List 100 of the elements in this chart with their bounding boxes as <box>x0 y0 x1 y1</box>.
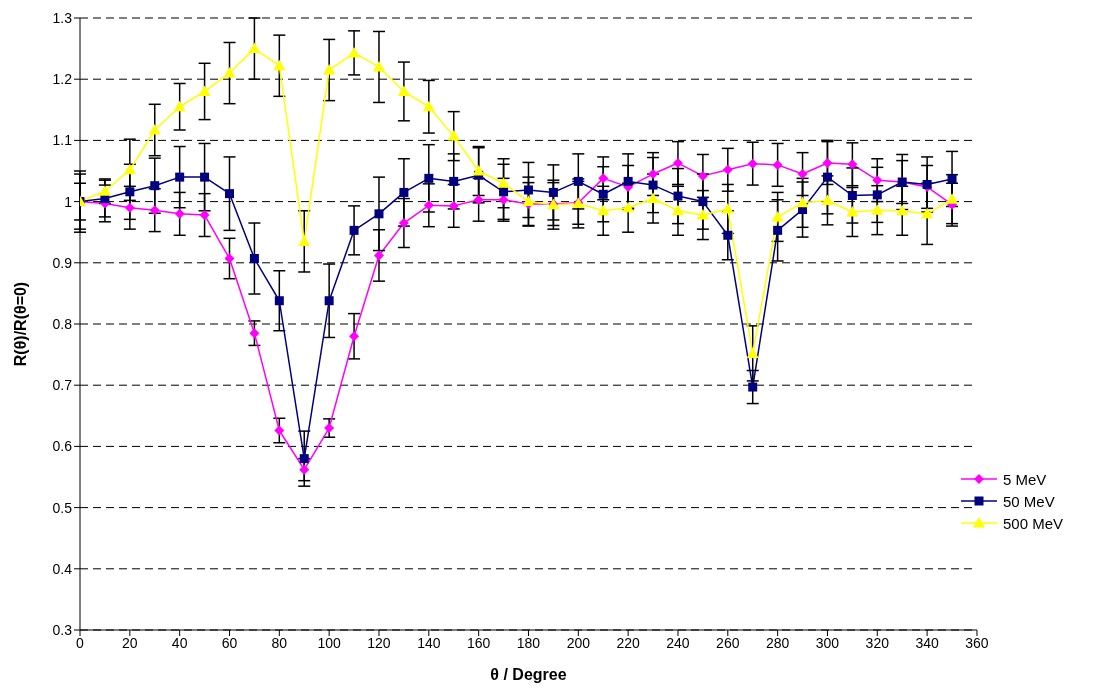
point <box>223 67 236 78</box>
point <box>125 187 135 197</box>
y-tick-label: 1.3 <box>52 9 73 26</box>
point <box>648 169 659 180</box>
point <box>249 328 260 339</box>
point <box>548 187 558 197</box>
point <box>946 193 959 204</box>
point <box>399 187 409 197</box>
y-tick-label: 0.7 <box>52 377 73 394</box>
point <box>746 347 759 358</box>
point <box>373 250 384 261</box>
y-tick-label: 1.1 <box>52 132 73 149</box>
y-tick-label: 1 <box>64 193 73 210</box>
point <box>324 423 335 434</box>
x-tick-label: 160 <box>466 634 491 651</box>
point <box>150 181 160 191</box>
x-tick-label: 240 <box>666 634 690 651</box>
y-tick-label: 0.4 <box>52 560 73 577</box>
point <box>772 159 783 170</box>
point <box>274 296 284 306</box>
point <box>797 169 808 180</box>
point <box>748 382 758 392</box>
x-tick-label: 0 <box>76 634 85 651</box>
point <box>497 177 510 188</box>
point <box>747 158 758 169</box>
point <box>673 191 683 201</box>
point <box>847 190 857 200</box>
point <box>447 130 460 141</box>
point <box>173 100 186 112</box>
point <box>199 210 210 221</box>
x-tick-label: 20 <box>122 634 138 651</box>
point <box>274 425 285 436</box>
point <box>796 196 809 208</box>
legend-label: 5 MeV <box>1002 470 1047 488</box>
y-tick-label: 1.2 <box>52 71 73 88</box>
x-tick-label: 360 <box>965 634 989 651</box>
point <box>349 225 359 235</box>
point <box>423 200 434 211</box>
point <box>224 253 235 264</box>
point <box>298 235 311 246</box>
point <box>648 180 658 190</box>
x-tick-label: 40 <box>171 634 188 651</box>
y-axis-title: R(θ)/R(θ=0) <box>11 281 29 367</box>
point <box>98 185 111 196</box>
point <box>872 190 882 200</box>
point <box>224 189 234 199</box>
y-tick-label: 0.3 <box>52 621 73 638</box>
point <box>124 202 135 213</box>
point <box>822 158 833 169</box>
y-tick-label: 0.5 <box>52 499 73 516</box>
x-tick-label: 120 <box>367 634 391 651</box>
point <box>623 176 633 186</box>
point <box>947 174 957 184</box>
x-tick-label: 140 <box>417 634 441 651</box>
x-tick-label: 320 <box>865 634 890 651</box>
x-tick-label: 180 <box>516 634 541 651</box>
point <box>896 204 909 216</box>
point <box>200 172 210 182</box>
y-tick-label: 0.6 <box>52 438 73 455</box>
x-tick-label: 280 <box>765 634 790 651</box>
point <box>723 230 733 240</box>
x-tick-label: 220 <box>616 634 641 651</box>
legend-label: 50 MeV <box>1002 492 1055 510</box>
point <box>324 296 334 306</box>
x-tick-label: 340 <box>915 634 940 651</box>
point <box>374 209 384 219</box>
point <box>299 464 310 475</box>
point <box>622 201 635 213</box>
point <box>871 204 884 215</box>
point <box>847 159 858 170</box>
point <box>398 218 409 229</box>
point <box>597 204 610 216</box>
point <box>174 208 185 219</box>
x-tick-label: 100 <box>317 634 342 651</box>
point <box>672 158 683 169</box>
point <box>821 194 834 205</box>
point <box>721 202 734 214</box>
x-axis-title: θ / Degree <box>490 666 567 683</box>
point <box>449 176 459 186</box>
point <box>148 124 161 135</box>
point <box>671 204 684 216</box>
point <box>123 163 136 175</box>
point <box>149 205 160 216</box>
point <box>523 185 533 195</box>
point <box>698 197 708 207</box>
point <box>647 192 660 204</box>
point <box>348 46 361 58</box>
point <box>424 173 434 183</box>
point <box>722 164 733 175</box>
point <box>422 100 435 112</box>
x-tick-label: 80 <box>271 634 288 651</box>
point <box>323 64 336 75</box>
point <box>522 195 535 207</box>
x-tick-label: 200 <box>566 634 591 651</box>
point <box>846 206 859 217</box>
x-tick-label: 60 <box>221 634 238 651</box>
x-tick-label: 300 <box>815 634 840 651</box>
point <box>248 42 261 54</box>
legend-label: 500 MeV <box>1002 514 1063 532</box>
y-tick-label: 0.8 <box>52 315 73 332</box>
